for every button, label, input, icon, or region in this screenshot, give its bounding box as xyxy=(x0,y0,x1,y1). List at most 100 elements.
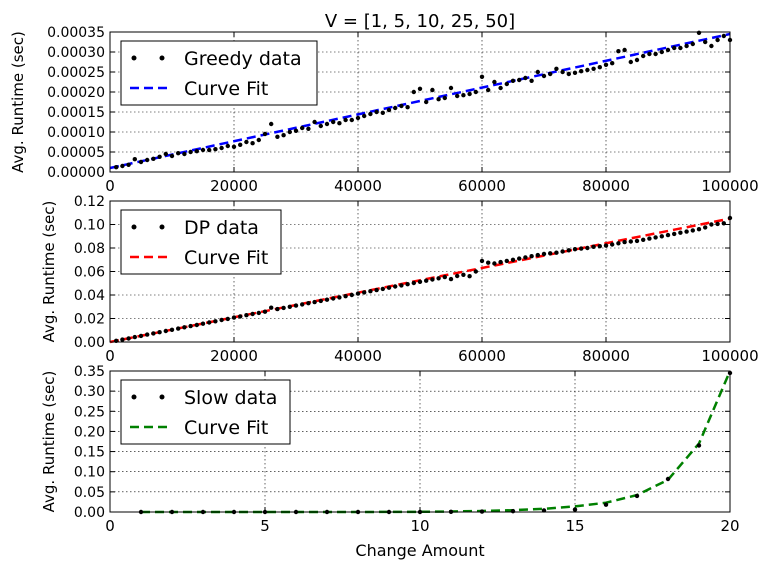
data-point xyxy=(132,334,137,340)
legend-box xyxy=(120,40,318,106)
data-point xyxy=(579,69,584,74)
data-point xyxy=(262,309,268,314)
data-point xyxy=(380,110,385,116)
data-point xyxy=(337,295,342,300)
data-point xyxy=(504,81,509,87)
data-point xyxy=(498,259,503,265)
x-tick-label: 0 xyxy=(105,517,115,535)
data-point xyxy=(393,284,398,289)
data-point xyxy=(510,257,516,262)
data-point xyxy=(548,71,553,77)
data-point xyxy=(225,316,230,322)
data-point xyxy=(703,225,708,230)
data-point xyxy=(455,93,460,99)
data-point xyxy=(244,313,249,318)
data-point xyxy=(138,159,144,165)
y-axis-label: Avg. Runtime (sec) xyxy=(9,31,27,173)
data-point xyxy=(622,239,627,245)
data-point xyxy=(572,247,578,252)
data-point xyxy=(200,147,206,153)
y-tick-label: 0.20 xyxy=(74,424,105,440)
data-point xyxy=(188,149,193,155)
y-tick-label: 0.08 xyxy=(74,241,105,257)
data-point xyxy=(244,139,249,145)
data-point xyxy=(554,250,559,255)
data-point xyxy=(213,319,218,324)
y-axis-label: Avg. Runtime (sec) xyxy=(40,371,58,513)
data-point xyxy=(665,47,671,53)
data-point xyxy=(696,227,702,232)
data-point xyxy=(213,147,218,152)
data-point xyxy=(442,95,447,101)
data-point xyxy=(424,99,429,105)
data-point xyxy=(151,331,156,336)
data-point xyxy=(231,144,237,149)
data-point xyxy=(709,222,714,227)
data-point xyxy=(157,330,162,335)
data-point xyxy=(114,165,119,170)
data-point xyxy=(634,238,640,244)
data-point xyxy=(566,71,571,77)
x-tick-label: 60000 xyxy=(458,177,506,195)
data-point xyxy=(138,333,144,339)
curve-fit-line xyxy=(109,32,731,170)
data-point xyxy=(430,87,435,93)
data-point xyxy=(250,311,255,317)
y-tick-label: 0.00000 xyxy=(47,165,105,181)
data-point xyxy=(194,149,199,154)
data-point xyxy=(690,41,695,47)
x-tick-label: 80000 xyxy=(582,347,630,365)
data-point xyxy=(281,305,286,311)
data-point xyxy=(486,87,491,93)
x-tick-label: 20000 xyxy=(210,177,258,195)
data-point xyxy=(467,91,472,97)
data-point xyxy=(256,137,261,143)
data-point xyxy=(548,251,553,256)
y-tick-label: 0.06 xyxy=(74,265,105,281)
data-point xyxy=(479,258,485,264)
data-point xyxy=(696,30,702,35)
data-point xyxy=(634,493,640,499)
y-tick-label: 0.00010 xyxy=(47,125,105,141)
data-point xyxy=(275,134,280,139)
legend: Greedy data Curve Fit xyxy=(120,40,318,106)
data-point xyxy=(616,49,621,54)
data-point xyxy=(386,107,392,113)
data-point xyxy=(628,239,633,244)
data-point xyxy=(529,78,534,84)
data-point xyxy=(603,62,609,67)
data-point xyxy=(603,502,609,507)
y-tick-label: 0.00015 xyxy=(47,105,105,121)
data-point xyxy=(492,79,497,85)
data-point xyxy=(622,47,627,53)
data-point xyxy=(281,133,286,138)
data-point xyxy=(455,273,460,279)
x-tick-label: 100000 xyxy=(701,347,758,365)
data-point xyxy=(337,121,342,126)
data-point xyxy=(529,254,534,259)
y-tick-label: 0.25 xyxy=(74,404,105,420)
data-point xyxy=(467,274,472,279)
y-tick-label: 0.30 xyxy=(74,384,105,400)
data-point xyxy=(579,246,584,251)
data-point xyxy=(269,305,274,310)
data-point xyxy=(448,276,454,282)
data-point xyxy=(331,119,336,125)
legend-label: Greedy data xyxy=(184,48,302,70)
legend-marker-point xyxy=(159,224,165,230)
data-point xyxy=(405,105,410,110)
data-point xyxy=(678,230,683,235)
data-point xyxy=(386,285,392,290)
data-point xyxy=(479,74,485,80)
y-tick-label: 0.00030 xyxy=(47,45,105,61)
x-tick-label: 10 xyxy=(410,517,429,535)
data-point xyxy=(715,37,720,43)
data-point xyxy=(461,272,466,277)
data-point xyxy=(355,115,361,121)
x-tick-label: 20 xyxy=(720,517,739,535)
data-point xyxy=(318,298,323,304)
data-point xyxy=(399,103,404,109)
data-point xyxy=(504,258,509,264)
x-tick-label: 100000 xyxy=(701,177,758,195)
